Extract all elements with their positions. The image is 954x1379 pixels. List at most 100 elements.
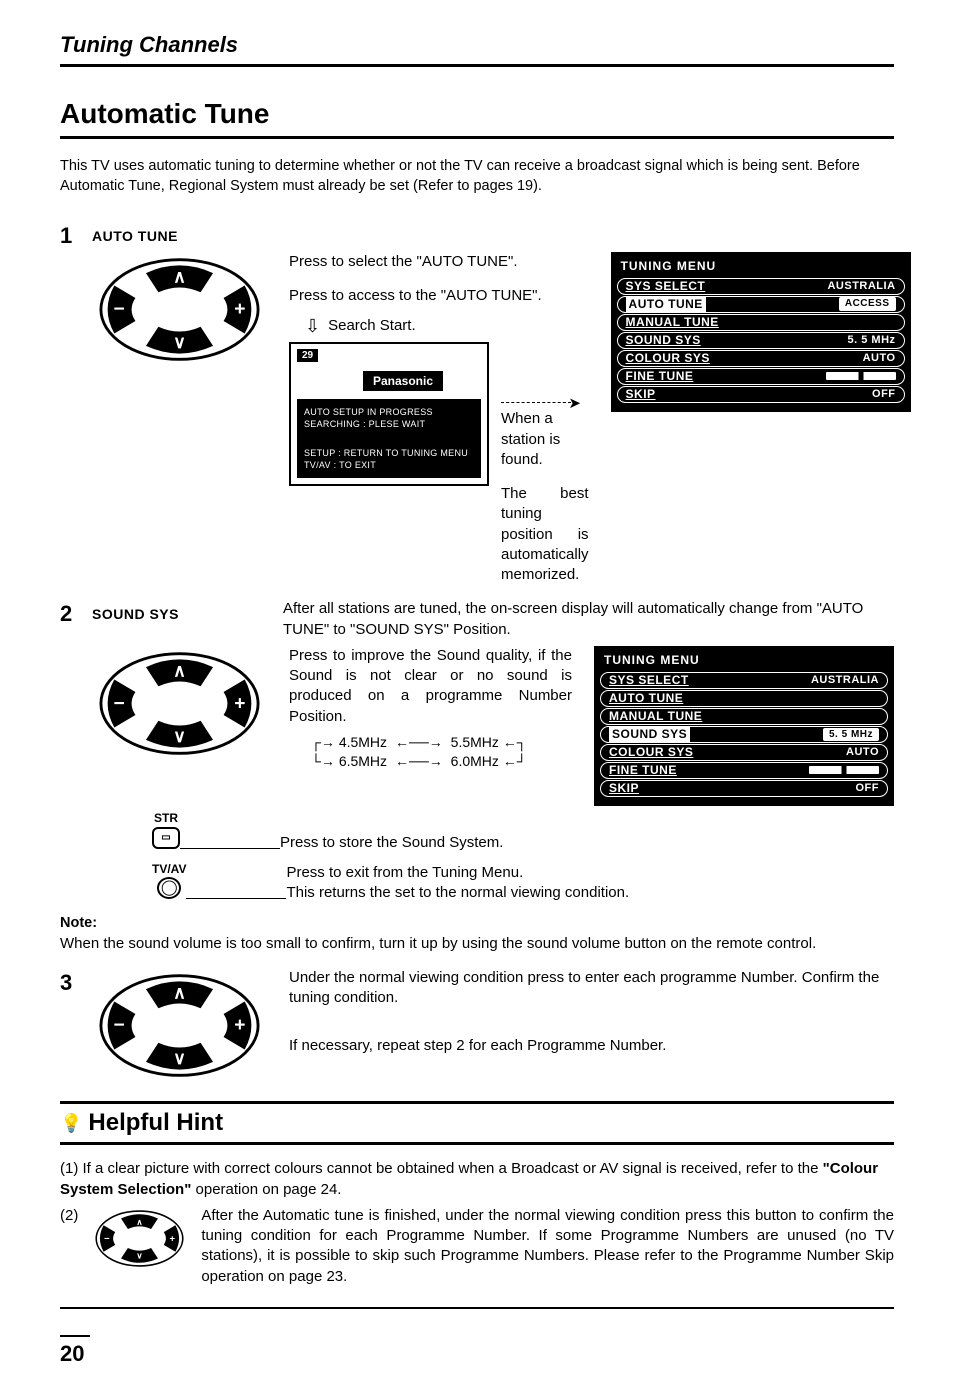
hint-text: (1) If a clear picture with correct colo… (60, 1160, 823, 1177)
step-1: 1 AUTO TUNE ∧ ∨ − + Press to s (60, 221, 894, 586)
str-label: STR (152, 810, 180, 826)
menu-item-label: COLOUR SYS (626, 350, 710, 366)
str-text: Press to store the Sound System. (280, 833, 503, 853)
svg-text:∧: ∧ (173, 266, 186, 286)
hint-text: After the Automatic tune is finished, un… (201, 1206, 894, 1287)
svg-text:+: + (234, 299, 245, 320)
tvav-label: TV/AV (152, 861, 186, 877)
screen-line: TV/AV : TO EXIT (304, 459, 474, 471)
nav-pad-icon: ∧ ∨ − + (92, 1206, 187, 1271)
tuning-menu-display: TUNING MENU SYS SELECT AUSTRALIA AUTO TUN… (594, 646, 894, 806)
step-3: 3 ∧ ∨ − + Under the normal viewing condi… (60, 968, 894, 1083)
fine-tune-slider (826, 372, 896, 380)
step-2: 2 SOUND SYS After all stations are tuned… (60, 599, 894, 899)
menu-item-label: SOUND SYS (609, 726, 690, 742)
svg-text:∨: ∨ (173, 726, 186, 746)
down-arrow-icon: ⇩ (305, 314, 320, 338)
fine-tune-slider (809, 766, 879, 774)
menu-item-value: AUSTRALIA (811, 673, 879, 688)
step-number: 3 (60, 968, 78, 1083)
nav-pad-icon: ∧ ∨ − + (92, 968, 267, 1083)
svg-text:∧: ∧ (173, 983, 186, 1003)
note-label: Note: (60, 915, 97, 931)
menu-item-value: AUSTRALIA (827, 279, 895, 294)
menu-item-value: OFF (856, 781, 880, 796)
step-label: AUTO TUNE (92, 227, 911, 246)
tvav-button-icon: ◯ (157, 877, 181, 899)
svg-text:∧: ∧ (173, 660, 186, 680)
menu-item-label: COLOUR SYS (609, 744, 693, 760)
memorized-text: The best tuning position is automaticall… (501, 484, 589, 585)
step-number: 2 (60, 599, 78, 899)
note-block: Note: When the sound volume is too small… (60, 913, 894, 954)
tuning-menu-display: TUNING MENU SYS SELECT AUSTRALIA AUTO TUN… (611, 252, 911, 412)
menu-item-label: SKIP (626, 386, 656, 402)
menu-item-value: OFF (872, 387, 896, 402)
svg-text:−: − (114, 693, 125, 714)
menu-item-label: SOUND SYS (626, 332, 701, 348)
menu-item-label: FINE TUNE (609, 762, 677, 778)
step3-text: If necessary, repeat step 2 for each Pro… (289, 1036, 894, 1056)
after-tuned-text: After all stations are tuned, the on-scr… (283, 599, 894, 640)
hint-item-number: (2) (60, 1206, 78, 1287)
press-access-text: Press to access to the "AUTO TUNE". (289, 286, 589, 306)
menu-item-value: ACCESS (839, 297, 896, 311)
channel-number: 29 (297, 349, 318, 362)
menu-item-label: FINE TUNE (626, 368, 694, 384)
menu-item-value: 5. 5 MHz (848, 333, 896, 348)
menu-item-label: AUTO TUNE (609, 690, 683, 706)
svg-text:+: + (234, 1015, 245, 1036)
freq-value: 5.5MHz (451, 734, 499, 750)
screen-line: AUTO SETUP IN PROGRESS (304, 406, 474, 418)
menu-item-value: AUTO (863, 351, 896, 366)
search-start-text: Search Start. (328, 316, 416, 336)
svg-text:∨: ∨ (173, 1048, 186, 1068)
menu-item-value: AUTO (846, 745, 879, 760)
helpful-hint-header: 💡 Helpful Hint (60, 1101, 894, 1145)
screen-line: SEARCHING : PLESE WAIT (304, 418, 474, 430)
page-title: Automatic Tune (60, 95, 894, 140)
str-button-icon: ▭ (152, 827, 180, 849)
tv-screen-diagram: 29 Panasonic AUTO SETUP IN PROGRESS SEAR… (289, 342, 489, 486)
menu-item-label: MANUAL TUNE (609, 708, 702, 724)
brand-label: Panasonic (363, 371, 443, 391)
section-header: Tuning Channels (60, 30, 894, 67)
svg-text:∧: ∧ (137, 1217, 143, 1227)
nav-pad-icon: ∧ ∨ − + (92, 252, 267, 367)
tuning-menu-title: TUNING MENU (617, 257, 905, 277)
freq-value: 6.5MHz (339, 753, 387, 769)
menu-item-label: AUTO TUNE (626, 296, 706, 312)
press-select-text: Press to select the "AUTO TUNE". (289, 252, 589, 272)
svg-text:+: + (234, 693, 245, 714)
hint-item-2: (2) ∧ ∨ − + After the Automatic tune is … (60, 1206, 894, 1287)
press-improve-text: Press to improve the Sound quality, if t… (289, 646, 572, 727)
tvav-text: This returns the set to the normal viewi… (286, 883, 629, 903)
intro-text: This TV uses automatic tuning to determi… (60, 157, 894, 196)
step3-text: Under the normal viewing condition press… (289, 968, 894, 1009)
tvav-text: Press to exit from the Tuning Menu. (286, 863, 629, 883)
frequency-cycle-diagram: ┌→ 4.5MHz ←──→ 5.5MHz ←┐ └→ 6.5MHz ←──→ … (311, 733, 572, 771)
hint-item-1: (1) If a clear picture with correct colo… (60, 1159, 894, 1200)
screen-line: SETUP : RETURN TO TUNING MENU (304, 447, 474, 459)
svg-text:−: − (104, 1233, 110, 1244)
step-number: 1 (60, 221, 78, 586)
svg-text:∨: ∨ (173, 331, 186, 351)
freq-value: 4.5MHz (339, 734, 387, 750)
page-number: 20 (60, 1335, 90, 1369)
step-label: SOUND SYS (92, 605, 257, 640)
helpful-hint-title: Helpful Hint (88, 1107, 223, 1139)
menu-item-value: 5. 5 MHz (823, 728, 879, 742)
station-found-text: When a station is found. (501, 410, 560, 468)
svg-text:+: + (170, 1233, 176, 1244)
note-text: When the sound volume is too small to co… (60, 935, 816, 952)
menu-item-label: SKIP (609, 780, 639, 796)
menu-item-label: MANUAL TUNE (626, 314, 719, 330)
svg-text:−: − (114, 1015, 125, 1036)
tuning-menu-title: TUNING MENU (600, 651, 888, 671)
svg-text:−: − (114, 299, 125, 320)
menu-item-label: SYS SELECT (626, 278, 706, 294)
hint-text: operation on page 24. (196, 1181, 342, 1198)
lightbulb-icon: 💡 (60, 1111, 82, 1135)
freq-value: 6.0MHz (451, 753, 499, 769)
menu-item-label: SYS SELECT (609, 672, 689, 688)
